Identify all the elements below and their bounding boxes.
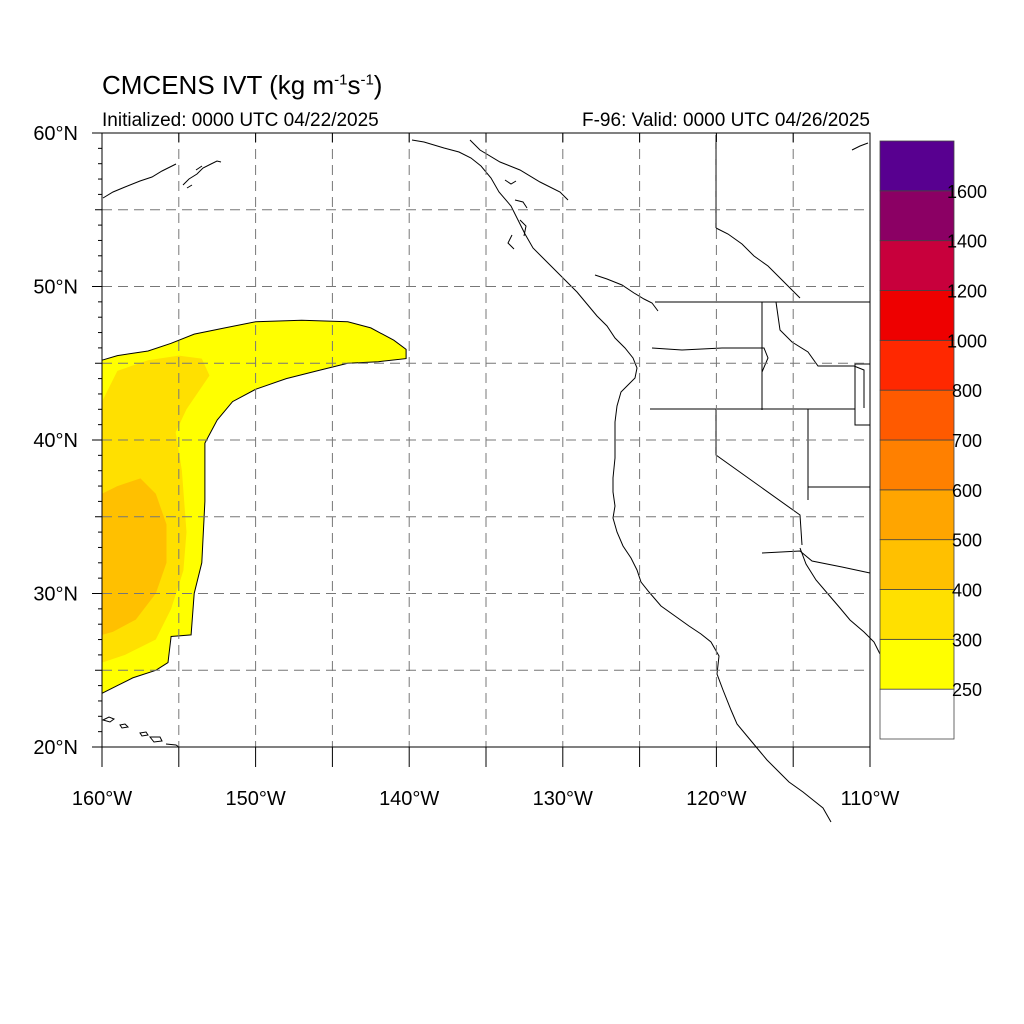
colorbar-label: 250 <box>952 680 982 700</box>
colorbar-box <box>879 190 955 242</box>
colorbar-box <box>879 339 955 391</box>
ivt-field-layer <box>101 319 407 695</box>
ivt-400-500-region <box>102 478 167 635</box>
axis-ticks <box>92 132 871 767</box>
y-axis-label: 60°N <box>33 123 78 145</box>
colorbar-label: 500 <box>952 531 982 551</box>
colorbar-box <box>879 638 955 690</box>
hawaii-islands <box>101 716 180 748</box>
gulf-of-california-coast <box>799 547 881 655</box>
x-axis-label: 110°W <box>841 788 900 810</box>
graticule-layer <box>102 133 870 747</box>
colorbar-label: 400 <box>952 581 982 601</box>
colorbar-label: 1200 <box>947 282 987 302</box>
x-axis-label: 150°W <box>225 788 285 810</box>
alaska-peninsula-coast <box>102 163 177 199</box>
axis-labels: 160°W 150°W 140°W 130°W 120°W 110°W 60°N 50°N 40… <box>33 123 899 810</box>
washington-oregon-border <box>651 347 769 410</box>
colorbar-label: 300 <box>952 630 982 650</box>
alaska-canada-border <box>469 139 569 201</box>
y-axis-label: 40°N <box>33 430 78 452</box>
colorbar-box <box>879 290 955 341</box>
colorbar-box <box>879 489 955 541</box>
alaska-islands <box>504 179 528 250</box>
colorbar-label: 1600 <box>947 182 987 202</box>
west-coast-line <box>411 139 832 823</box>
hudson-coast-upper-right <box>851 142 869 151</box>
colorbar-box <box>879 240 955 291</box>
colorbar: 250 300 400 500 600 700 800 1000 1200 1400 1600 <box>879 140 987 740</box>
valid-time-label: F-96: Valid: 0000 UTC 04/26/2025 <box>582 110 870 131</box>
coastline-layer <box>101 139 881 823</box>
colorbar-label: 700 <box>952 431 982 451</box>
colorbar-box <box>879 688 955 740</box>
map-title: CMCENS IVT (kg m-1s-1) <box>102 70 383 100</box>
colorbar-box <box>879 589 955 640</box>
colorbar-box <box>879 389 955 441</box>
colorbar-label: 1400 <box>947 232 987 252</box>
hudson-bay-west <box>715 227 801 299</box>
initialized-time-label: Initialized: 0000 UTC 04/22/2025 <box>102 110 379 131</box>
colorbar-label: 600 <box>952 481 982 501</box>
colorbar-label: 1000 <box>947 331 987 351</box>
kodiak-islands <box>182 160 222 189</box>
colorbar-box <box>879 140 955 192</box>
y-axis-label: 50°N <box>33 277 78 299</box>
y-axis-label: 20°N <box>33 737 78 759</box>
california-nevada-border <box>715 409 803 546</box>
colorbar-box <box>879 439 955 491</box>
y-axis-label: 30°N <box>33 584 78 606</box>
idaho-borders <box>761 301 865 409</box>
vancouver-island <box>594 274 659 312</box>
x-axis-label: 140°W <box>379 788 439 810</box>
us-mexico-border <box>761 550 871 574</box>
wyoming-border <box>854 363 870 426</box>
x-axis-label: 130°W <box>533 788 593 810</box>
political-borders <box>469 135 871 574</box>
x-axis-label: 120°W <box>686 788 746 810</box>
colorbar-label: 800 <box>952 381 982 401</box>
colorbar-box <box>879 539 955 590</box>
x-axis-label: 160°W <box>72 788 132 810</box>
